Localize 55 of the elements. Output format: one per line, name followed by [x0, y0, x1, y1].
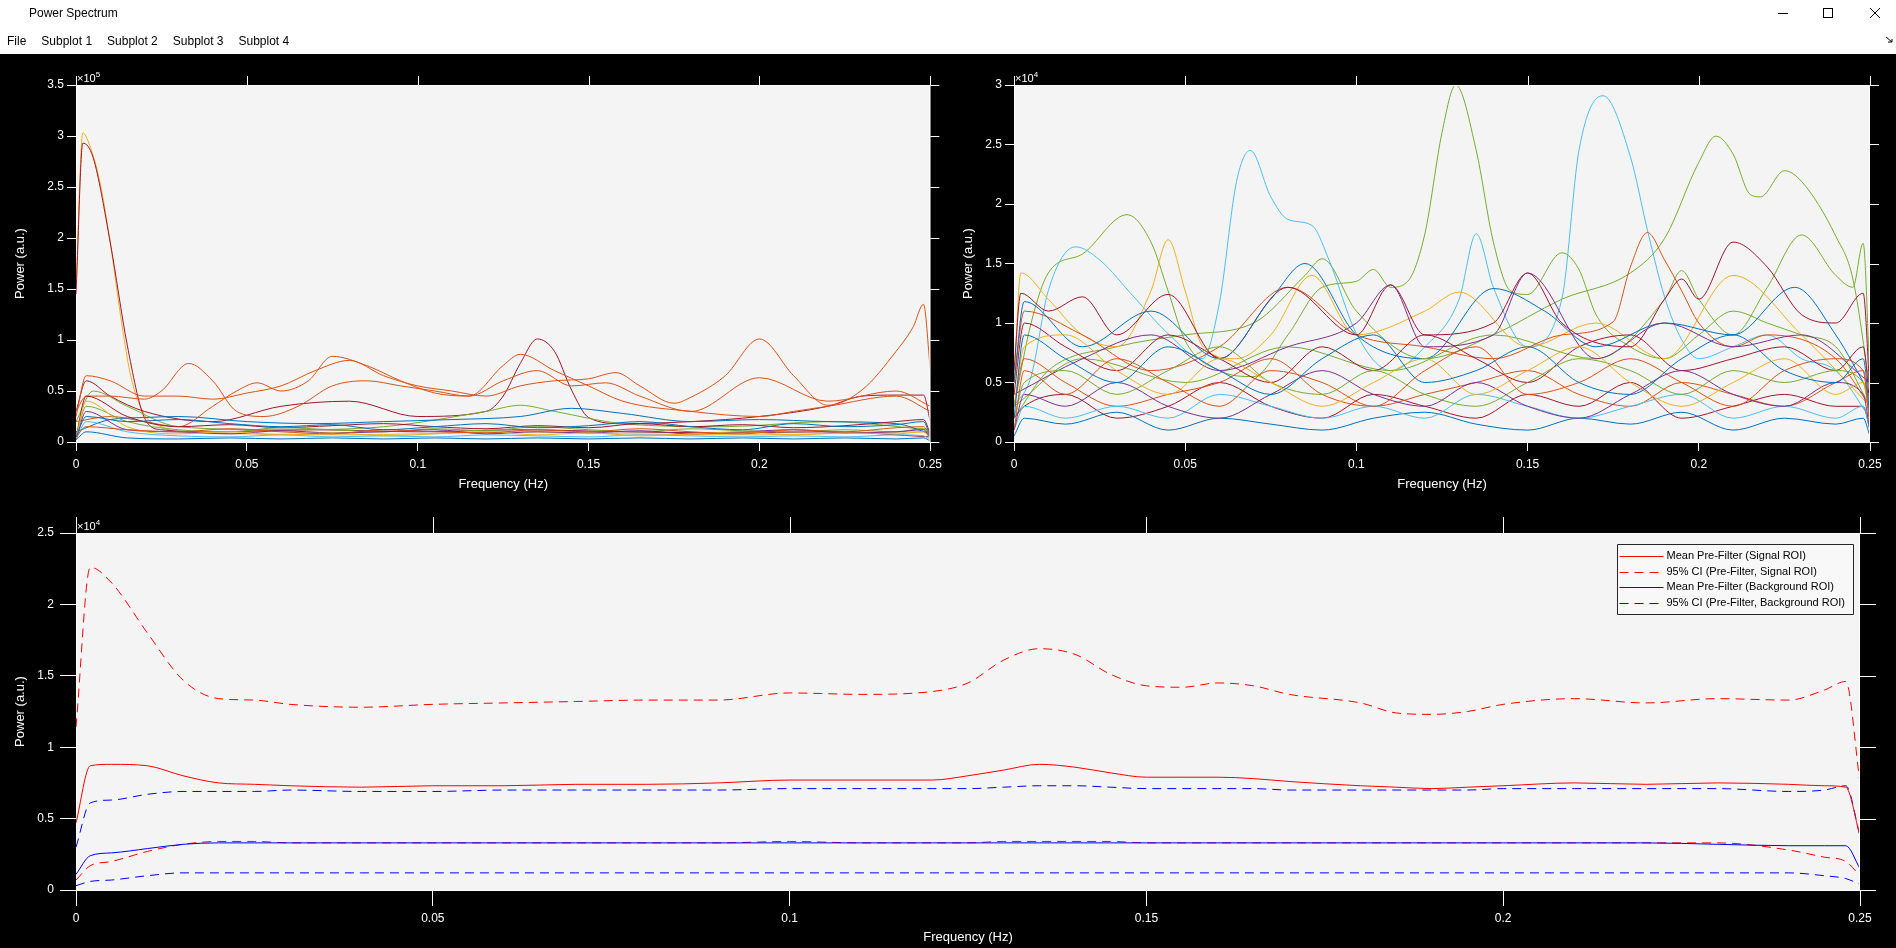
legend-label: 95% CI (Pre-Filter, Signal ROI) [1666, 564, 1817, 577]
y-tick-label: 0.5 [985, 374, 1003, 389]
x-tick-label: 0.1 [1348, 456, 1366, 471]
y-tick-label: 2 [995, 196, 1003, 211]
y-tick-label: 0 [47, 882, 55, 897]
legend-label: Mean Pre-Filter (Background ROI) [1666, 580, 1834, 593]
x-axis-title: Frequency (Hz) [923, 928, 1013, 944]
y-tick-label: 2 [57, 230, 65, 245]
x-tick-label: 0.25 [1848, 910, 1872, 925]
text: Subplot 3 [172, 33, 224, 50]
y-axis-title: Power (a.u.) [12, 228, 28, 299]
text: Subplot 1 [41, 33, 93, 50]
y-tick-label: 0.5 [47, 383, 65, 398]
y-tick-label: 2.5 [47, 179, 65, 194]
x-tick-label: 0.15 [576, 456, 601, 471]
y-tick-label: 3 [995, 77, 1003, 92]
y-tick-label: 1 [47, 739, 55, 754]
x-tick-label: 0.1 [409, 456, 427, 471]
text: Power Spectrum [29, 6, 118, 21]
y-tick-label: 1 [995, 315, 1003, 330]
text: Subplot 2 [107, 33, 158, 50]
y-tick-label: 1 [57, 332, 65, 347]
y-tick-label: 1.5 [37, 668, 55, 683]
y-axis-title: Power (a.u.) [12, 676, 28, 747]
legend-label: 95% CI (Pre-Filter, Background ROI) [1666, 595, 1846, 608]
y-tick-label: 0.5 [37, 810, 55, 825]
y-tick-label: 1.5 [985, 255, 1003, 270]
y-tick-label: 1.5 [47, 281, 65, 296]
x-tick-label: 0.05 [1173, 456, 1198, 471]
x-tick-label: 0.1 [781, 910, 799, 925]
text: File [7, 33, 27, 50]
x-tick-label: 0 [1010, 456, 1018, 471]
x-tick-label: 0.25 [918, 456, 943, 471]
y-axis-title: Power (a.u.) [960, 228, 976, 299]
x-tick-label: 0.05 [421, 910, 445, 925]
y-tick-label: 2.5 [985, 136, 1003, 151]
x-axis-title: Frequency (Hz) [458, 475, 548, 491]
y-tick-label: 3 [57, 128, 65, 143]
x-tick-label: 0.15 [1515, 456, 1540, 471]
x-tick-label: 0.05 [235, 456, 259, 471]
x-tick-label: 0 [72, 456, 80, 471]
y-tick-label: 3.5 [47, 77, 65, 92]
legend-label: Mean Pre-Filter (Signal ROI) [1666, 549, 1806, 562]
y-tick-label: 0 [995, 434, 1003, 449]
text: Subplot 4 [238, 33, 290, 50]
y-tick-label: 0 [57, 434, 65, 449]
y-tick-label: 2.5 [37, 525, 55, 540]
x-tick-label: 0.2 [1494, 910, 1512, 925]
x-tick-label: 0.25 [1858, 456, 1882, 471]
x-tick-label: 0.2 [1690, 456, 1708, 471]
x-tick-label: 0.2 [751, 456, 769, 471]
y-tick-label: 2 [47, 596, 55, 611]
x-tick-label: 0.15 [1134, 910, 1159, 925]
x-tick-label: 0 [72, 910, 80, 925]
x-axis-title: Frequency (Hz) [1397, 475, 1487, 491]
